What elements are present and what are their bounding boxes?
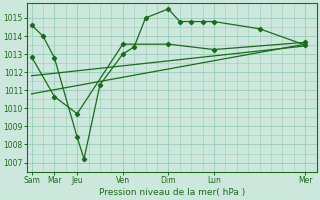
X-axis label: Pression niveau de la mer( hPa ): Pression niveau de la mer( hPa ) [99, 188, 245, 197]
